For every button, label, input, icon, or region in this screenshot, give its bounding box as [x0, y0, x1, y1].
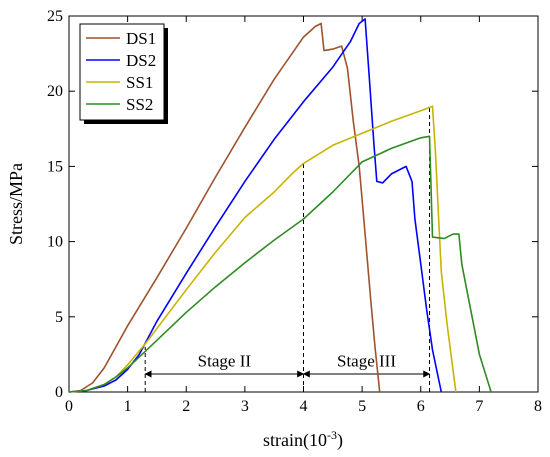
y-tick-label: 10: [47, 234, 63, 251]
x-tick-label: 7: [475, 398, 483, 415]
x-axis-label-main: strain(10: [263, 430, 327, 451]
legend-label: SS2: [126, 95, 153, 114]
series-line-ds1: [68, 22, 381, 393]
x-axis-label-suffix: ): [337, 430, 343, 451]
stage-label: Stage III: [337, 351, 396, 370]
y-tick-label: 25: [47, 8, 63, 25]
x-axis-label: strain(10-3): [263, 428, 343, 451]
x-tick-label: 5: [358, 398, 366, 415]
y-tick-label: 0: [55, 384, 63, 401]
x-tick-label: 0: [65, 398, 73, 415]
plot-area: 0 1 2 3 4 5 6 7 8 0 5 10 15 20 25 Stage II Stage III DS1 D…: [47, 8, 542, 415]
legend-label: SS1: [126, 73, 153, 92]
stage-label: Stage II: [198, 351, 252, 370]
series-line-ss2: [68, 135, 492, 393]
x-tick-label: 2: [182, 398, 190, 415]
x-tick-label: 8: [534, 398, 542, 415]
x-tick-label: 6: [417, 398, 425, 415]
series-line-ss1: [68, 105, 457, 393]
x-tick-label: 4: [300, 398, 308, 415]
y-axis-label: Stress/MPa: [6, 163, 26, 245]
legend-label: DS1: [126, 29, 156, 48]
legend-label: DS2: [126, 51, 156, 70]
y-tick-label: 5: [55, 309, 63, 326]
x-tick-label: 1: [124, 398, 132, 415]
y-tick-label: 20: [47, 83, 63, 100]
x-tick-label: 3: [241, 398, 249, 415]
x-axis-label-exponent: -3: [327, 428, 337, 442]
y-tick-label: 15: [47, 158, 63, 175]
